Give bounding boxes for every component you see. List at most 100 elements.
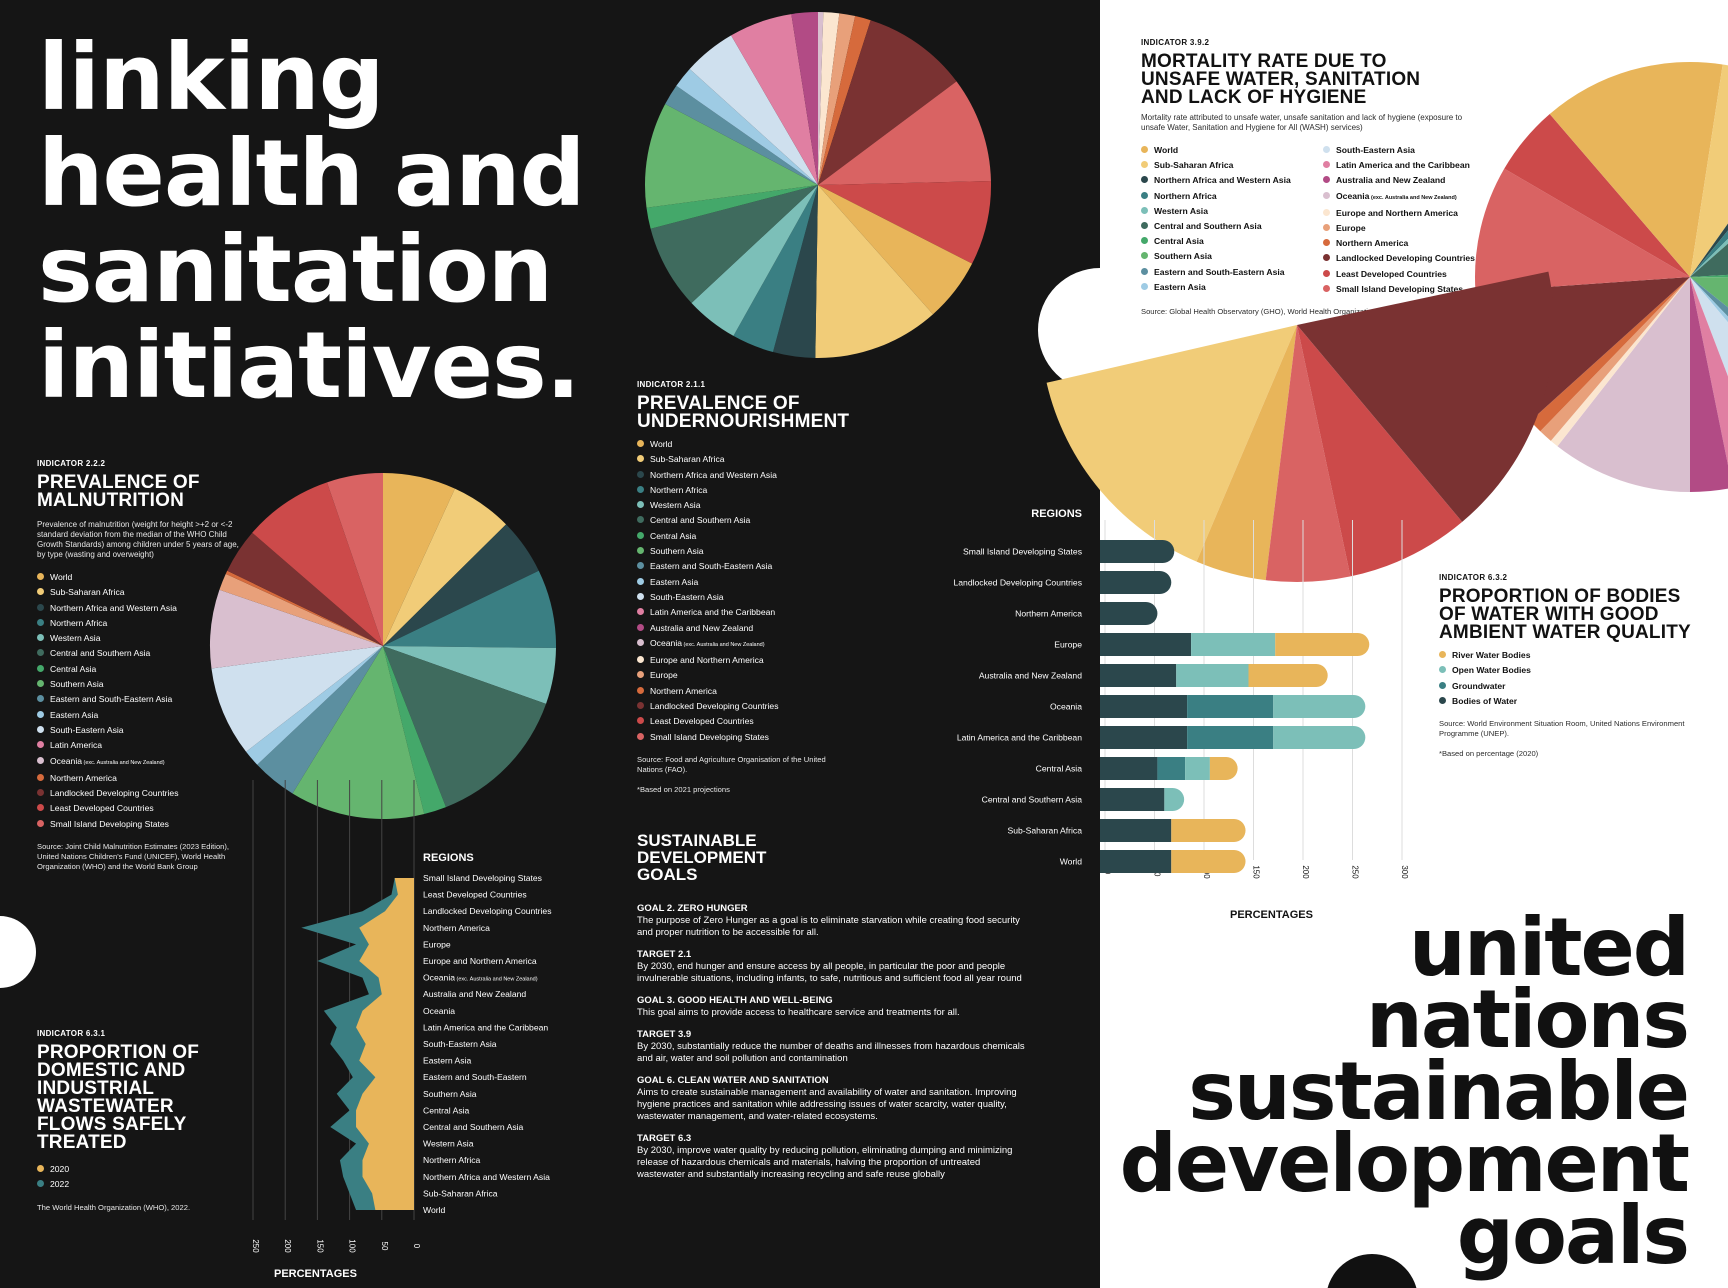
legend-item: South-Eastern Asia xyxy=(637,590,847,605)
legend-swatch xyxy=(637,562,644,570)
legend-item: Western Asia xyxy=(1141,204,1305,219)
legend-item: River Water Bodies xyxy=(1439,648,1709,663)
pie-slice xyxy=(257,646,383,794)
bar-segment xyxy=(1191,633,1276,656)
category-label: Europe and Northern America xyxy=(423,956,537,966)
sdg-item-head: TARGET 3.9 xyxy=(637,1029,692,1040)
legend-swatch xyxy=(637,638,644,646)
legend-label: Western Asia xyxy=(1154,205,1208,216)
legend-label: South-Eastern Asia xyxy=(50,724,124,735)
legend-item: Southern Asia xyxy=(637,544,847,559)
legend-label: Northern America xyxy=(650,685,717,696)
pie-slice xyxy=(773,185,818,358)
legend-item: Northern Africa xyxy=(1141,189,1305,204)
legend-swatch xyxy=(37,773,44,781)
legend-swatch xyxy=(37,756,44,764)
legend-item: Least Developed Countries xyxy=(637,714,847,729)
indicator-label: INDICATOR 6.3.1 xyxy=(37,1029,106,1038)
title-line: DEVELOPMENT xyxy=(637,848,767,867)
pie-slice xyxy=(1690,274,1728,278)
legend-label: Eastern Asia xyxy=(50,709,99,720)
pie-slice xyxy=(689,35,818,185)
pie-slice xyxy=(1690,277,1728,308)
legend-label: Southern Asia xyxy=(1154,251,1212,262)
decor-circle-bottom xyxy=(1327,1254,1417,1288)
legend-swatch xyxy=(1323,254,1330,262)
indicator-label: INDICATOR 3.9.2 xyxy=(1141,38,1210,47)
legend-swatch xyxy=(1141,237,1148,245)
pie-slice xyxy=(1690,277,1728,466)
sdg-item: GOAL 2. ZERO HUNGER The purpose of Zero H… xyxy=(637,903,1027,939)
title-line: MORTALITY RATE DUE TO xyxy=(1141,51,1387,72)
pie-slice xyxy=(646,185,818,229)
pie-slice xyxy=(1475,168,1690,292)
bar-segment xyxy=(1209,757,1238,780)
legend-swatch xyxy=(1323,161,1330,169)
legend-item: Central and Southern Asia xyxy=(1141,219,1305,234)
pie-slice xyxy=(665,85,818,185)
pie-slice xyxy=(1690,277,1728,317)
regions-label: REGIONS xyxy=(423,852,474,864)
title-line: FLOWS SAFELY xyxy=(37,1114,187,1135)
un-title-line: development xyxy=(1119,1117,1690,1210)
pie-slice xyxy=(1690,238,1728,277)
axis-tick: 100 xyxy=(348,1239,357,1253)
pie-slice xyxy=(1690,230,1728,277)
sdg-item-head: GOAL 2. ZERO HUNGER xyxy=(637,903,748,914)
bar-segment xyxy=(1157,757,1186,780)
malnutrition-pie xyxy=(210,473,556,819)
legend-swatch xyxy=(37,804,44,812)
section-title: PREVALENCE OF MALNUTRITION xyxy=(37,473,247,510)
category-label: Australia and New Zealand xyxy=(423,989,526,999)
pie-slice xyxy=(818,13,856,185)
legend-item: Northern America xyxy=(37,771,247,786)
legend-item: Central Asia xyxy=(37,662,247,677)
title-line: SUSTAINABLE xyxy=(637,831,757,850)
legend-swatch xyxy=(637,656,644,664)
legend-label: Oceania xyxy=(650,637,683,648)
sector-slice xyxy=(1196,325,1297,581)
sector-slice xyxy=(1297,325,1463,577)
bar-segment xyxy=(1100,850,1172,873)
legend-note: (exc. Australia and New Zealand) xyxy=(682,641,765,648)
legend-swatch xyxy=(37,603,44,611)
bar-segment xyxy=(1176,664,1249,687)
sdg-item-head: TARGET 2.1 xyxy=(637,949,692,960)
pie-slice xyxy=(676,68,818,185)
bar-segment xyxy=(1275,633,1370,656)
sdg-item-body: This goal aims to provide access to heal… xyxy=(637,1007,960,1018)
legend-item: Europe xyxy=(1323,221,1475,236)
source-text: Source: Food and Agriculture Organisatio… xyxy=(637,754,826,774)
pie-slice xyxy=(818,185,973,315)
legend-item: World xyxy=(37,570,247,585)
legend-swatch xyxy=(1439,651,1446,658)
legend-swatch xyxy=(637,547,644,555)
legend-label: Southern Asia xyxy=(650,546,704,557)
legend-item: Latin America and the Caribbean xyxy=(1323,158,1475,173)
legend-item: Latin America and the Caribbean xyxy=(637,605,847,620)
sdg-item: GOAL 6. CLEAN WATER AND SANITATION Aims t… xyxy=(637,1075,1027,1123)
legend-label: Least Developed Countries xyxy=(650,716,754,727)
source-text: The World Health Organization (WHO), 202… xyxy=(37,1202,191,1212)
pie-slice xyxy=(1690,277,1728,377)
bar-segment xyxy=(1273,695,1366,718)
pie-slice xyxy=(818,20,957,186)
pie-slice xyxy=(1530,277,1690,432)
legend-item: South-Eastern Asia xyxy=(37,723,247,738)
category-label: Australia and New Zealand xyxy=(979,671,1082,681)
legend-swatch xyxy=(1141,176,1148,184)
indicator-label: INDICATOR 6.3.2 xyxy=(1439,573,1508,582)
category-label: Northern America xyxy=(1015,609,1082,619)
sdg-title: SUSTAINABLE DEVELOPMENT GOALS xyxy=(637,832,1027,883)
legend-label: Northern America xyxy=(50,772,117,783)
legend-swatch xyxy=(637,531,644,539)
legend-swatch xyxy=(637,608,644,616)
hero-line: initiatives. xyxy=(38,312,581,419)
title-line: AMBIENT WATER QUALITY xyxy=(1439,622,1691,643)
pie-slice xyxy=(815,185,934,358)
section-title: MORTALITY RATE DUE TO UNSAFE WATER, SANI… xyxy=(1141,51,1481,107)
pie-slice xyxy=(791,12,818,185)
legend-swatch xyxy=(37,710,44,718)
indicator-label: INDICATOR 2.2.2 xyxy=(37,459,106,468)
malnutrition-block: INDICATOR 2.2.2 PREVALENCE OF MALNUTRITI… xyxy=(37,459,247,872)
